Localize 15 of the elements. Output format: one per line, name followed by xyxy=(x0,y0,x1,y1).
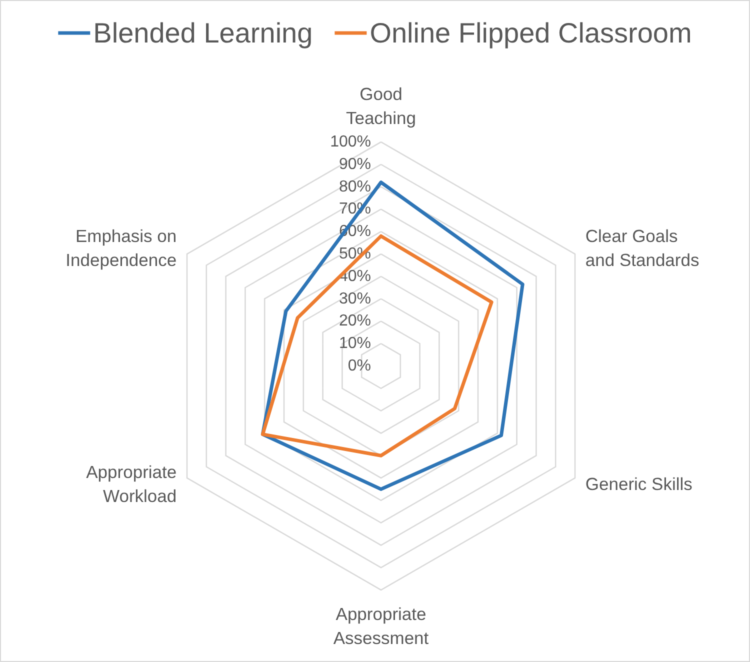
y-tick-label: 10% xyxy=(338,335,371,352)
legend-label: Online Flipped Classroom xyxy=(370,18,692,48)
spoke-label: Clear Goals and Standards xyxy=(585,226,700,270)
y-tick-label: 90% xyxy=(338,156,371,173)
legend-label: Blended Learning xyxy=(93,18,313,48)
spoke-label: Emphasis on Independence xyxy=(66,226,177,270)
y-tick-label: 100% xyxy=(330,134,371,150)
y-tick-label: 20% xyxy=(338,312,371,330)
y-tick-label: 0% xyxy=(348,358,371,374)
spoke-label: Good Teaching xyxy=(346,84,416,128)
spoke-label: Generic Skills xyxy=(585,474,693,494)
y-tick-label: 30% xyxy=(338,290,371,308)
y-tick-label: 80% xyxy=(338,178,371,196)
spoke-label: Appropriate Workload xyxy=(86,462,177,506)
spoke-label: Appropriate Assessment xyxy=(333,604,429,648)
